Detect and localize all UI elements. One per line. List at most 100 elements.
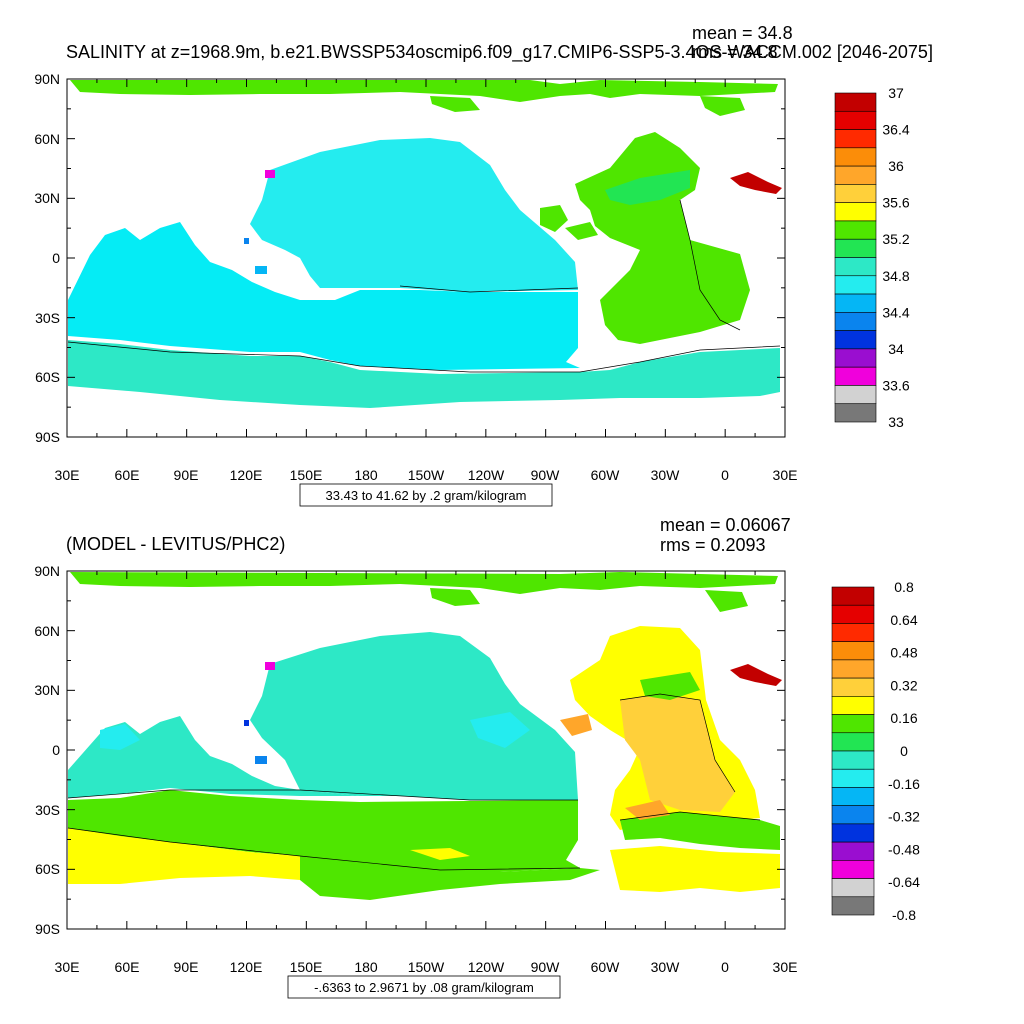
panel-1-range-box: 33.43 to 41.62 by .2 gram/kilogram (299, 483, 553, 507)
panel-2-title: (MODEL - LEVITUS/PHC2) (66, 534, 285, 554)
colorbar-swatch (834, 220, 877, 240)
colorbar-swatch (831, 787, 875, 806)
x-tick-label: 90W (531, 467, 561, 483)
y-tick-label: 90S (35, 429, 60, 445)
colorbar-swatch (834, 293, 877, 313)
x-tick-label: 120E (230, 467, 263, 483)
colorbar-swatch (831, 841, 875, 861)
panel-2-map (67, 571, 785, 929)
x-tick-label: 150W (408, 467, 445, 483)
colorbar-label: 0.32 (890, 677, 917, 693)
panel-1-x-axis: 30E 60E 90E 120E 150E 180 150W 120W 90W … (55, 467, 798, 483)
colorbar-label: 33 (888, 414, 904, 430)
colorbar-label: 0.48 (890, 645, 917, 661)
colorbar-label: 36 (888, 158, 904, 174)
panel-1-title: SALINITY at z=1968.9m, b.e21.BWSSP534osc… (66, 42, 933, 63)
colorbar-swatch (831, 659, 875, 679)
colorbar-swatch (831, 623, 875, 642)
colorbar-label: 34.4 (882, 304, 909, 320)
x-tick-label: 30W (651, 467, 681, 483)
colorbar-label: -0.16 (888, 776, 920, 792)
x-tick-label: 60W (591, 959, 621, 975)
y-tick-label: 30S (35, 310, 60, 326)
panel-2-colorbar: 0.8 0.64 0.48 0.32 0.16 0 -0.16 -0.32 -0.48 -0.64… (831, 579, 920, 923)
y-tick-label: 90N (34, 71, 60, 87)
colorbar-swatch (831, 823, 875, 843)
x-tick-label: 30E (773, 467, 798, 483)
colorbar-label: -0.64 (888, 874, 920, 890)
panel-2-range-box: -.6363 to 2.9671 by .08 gram/kilogram (287, 975, 561, 999)
colorbar-swatch (831, 878, 875, 898)
colorbar-label: -0.48 (888, 841, 920, 857)
x-tick-label: 120W (468, 959, 505, 975)
colorbar-label: 34.8 (882, 268, 909, 284)
colorbar-swatch (834, 330, 877, 350)
colorbar-swatch (831, 750, 875, 770)
y-tick-label: 60S (35, 369, 60, 385)
colorbar-label: 34 (888, 341, 904, 357)
panel-1-map (67, 79, 785, 437)
panel-2-frame (66, 570, 786, 930)
colorbar-swatch (834, 92, 877, 112)
colorbar-label: 35.6 (882, 195, 909, 211)
colorbar-swatch (831, 641, 875, 661)
colorbar-swatch (834, 129, 877, 149)
colorbar-label: 0 (900, 743, 908, 759)
y-tick-label: 30N (34, 190, 60, 206)
y-tick-label: 30N (34, 682, 60, 698)
panel-2-y-axis: 90N 60N 30N 0 30S 60S 90S (34, 563, 60, 937)
colorbar-swatch (834, 275, 877, 295)
colorbar-swatch (834, 184, 877, 203)
panel-1-range-label: 33.43 to 41.62 by .2 gram/kilogram (326, 488, 527, 503)
colorbar-swatch (831, 805, 875, 825)
colorbar-label: 33.6 (882, 377, 909, 393)
x-tick-label: 60E (115, 959, 140, 975)
x-tick-label: 90E (174, 959, 199, 975)
panel-1-stat-rms: rms = 34.8 (692, 42, 778, 62)
x-tick-label: 90E (174, 467, 199, 483)
x-tick-label: 60E (115, 467, 140, 483)
colorbar-swatch (831, 896, 875, 916)
colorbar-label: -0.32 (888, 809, 920, 825)
colorbar-swatch (834, 238, 877, 258)
panel-2-stat-rms: rms = 0.2093 (660, 535, 766, 555)
colorbar-swatch (834, 403, 877, 423)
x-tick-label: 30E (55, 959, 80, 975)
x-tick-label: 30E (773, 959, 798, 975)
x-tick-label: 150E (290, 959, 323, 975)
colorbar-label: 36.4 (882, 122, 909, 138)
colorbar-swatch (834, 202, 877, 222)
colorbar-swatch (834, 366, 877, 386)
colorbar-swatch (834, 312, 877, 331)
panel-1-y-axis: 90N 60N 30N 0 30S 60S 90S (34, 71, 60, 445)
y-tick-label: 60S (35, 861, 60, 877)
colorbar-swatch (831, 714, 875, 734)
panel-2-difference: (MODEL - LEVITUS/PHC2) mean = 0.06067 rm… (34, 515, 920, 999)
y-tick-label: 0 (52, 250, 60, 266)
colorbar-label: 0.64 (890, 612, 917, 628)
colorbar-label: 37 (888, 85, 904, 101)
y-tick-label: 0 (52, 742, 60, 758)
x-tick-label: 150W (408, 959, 445, 975)
colorbar-swatch (831, 696, 875, 715)
colorbar-swatch (834, 348, 877, 368)
colorbar-swatch (834, 385, 877, 405)
y-tick-label: 60N (34, 623, 60, 639)
x-tick-label: 120W (468, 467, 505, 483)
colorbar-swatch (834, 257, 877, 277)
x-tick-label: 0 (721, 959, 729, 975)
colorbar-swatch (831, 677, 875, 697)
panel-2-x-axis: 30E 60E 90E 120E 150E 180 150W 120W 90W … (55, 959, 798, 975)
panel-2-stat-mean: mean = 0.06067 (660, 515, 791, 535)
y-tick-label: 60N (34, 131, 60, 147)
y-tick-label: 90N (34, 563, 60, 579)
panel-2-range-label: -.6363 to 2.9671 by .08 gram/kilogram (314, 980, 534, 995)
colorbar-label: 0.8 (894, 579, 914, 595)
colorbar-swatch (831, 732, 875, 752)
x-tick-label: 120E (230, 959, 263, 975)
colorbar-swatch (831, 860, 875, 879)
x-tick-label: 0 (721, 467, 729, 483)
panel-1-frame (66, 78, 786, 438)
colorbar-swatch (834, 147, 877, 167)
colorbar-swatch (831, 604, 875, 624)
